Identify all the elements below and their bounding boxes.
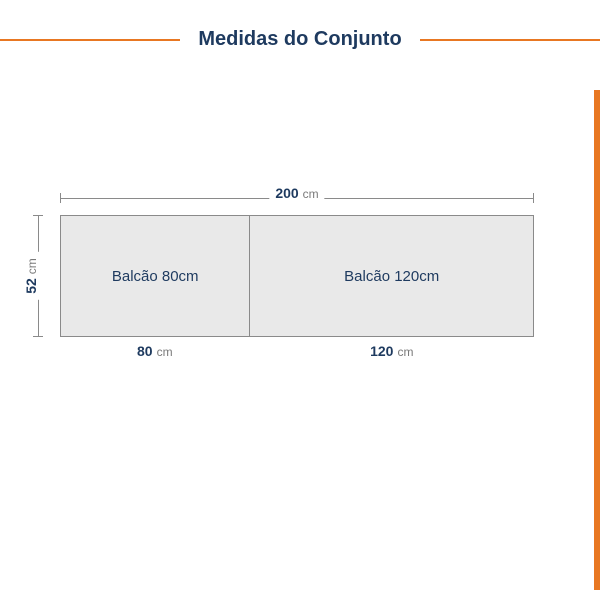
box-1-width-label: 80 cm: [137, 343, 173, 361]
height-unit: cm: [25, 258, 39, 274]
box-2: Balcão 120cm: [250, 216, 533, 336]
box-1-width-value: 80: [137, 343, 153, 359]
header: Medidas do Conjunto: [0, 28, 600, 51]
box-2-width-label: 120 cm: [370, 343, 413, 361]
total-width-value: 200: [275, 185, 298, 201]
header-line-left: [0, 39, 180, 41]
boxes-container: Balcão 80cm Balcão 120cm: [60, 215, 534, 337]
box-1-width-dimension: 80 cm: [60, 343, 250, 363]
box-1: Balcão 80cm: [61, 216, 250, 336]
height-value: 52: [23, 278, 39, 294]
box-1-width-unit: cm: [157, 345, 173, 359]
box-2-width-dimension: 120 cm: [250, 343, 534, 363]
total-width-label: 200 cm: [269, 185, 324, 203]
diagram: 200cm 52cm Balcão 80cm Balcão 120cm 80cm…: [60, 215, 534, 337]
right-accent-bar: [594, 90, 600, 590]
total-width-unit: cm: [303, 187, 319, 201]
box-1-label: Balcão 80cm: [112, 268, 199, 285]
total-width-dimension: 200cm: [60, 189, 534, 209]
height-label: 52 cm: [23, 252, 41, 300]
box-2-width-unit: cm: [397, 345, 413, 359]
box-2-width-value: 120: [370, 343, 393, 359]
page-title: Medidas do Conjunto: [180, 28, 419, 51]
height-dimension: 52 cm: [20, 215, 54, 337]
header-line-right: [420, 39, 600, 41]
box-2-label: Balcão 120cm: [344, 268, 439, 285]
